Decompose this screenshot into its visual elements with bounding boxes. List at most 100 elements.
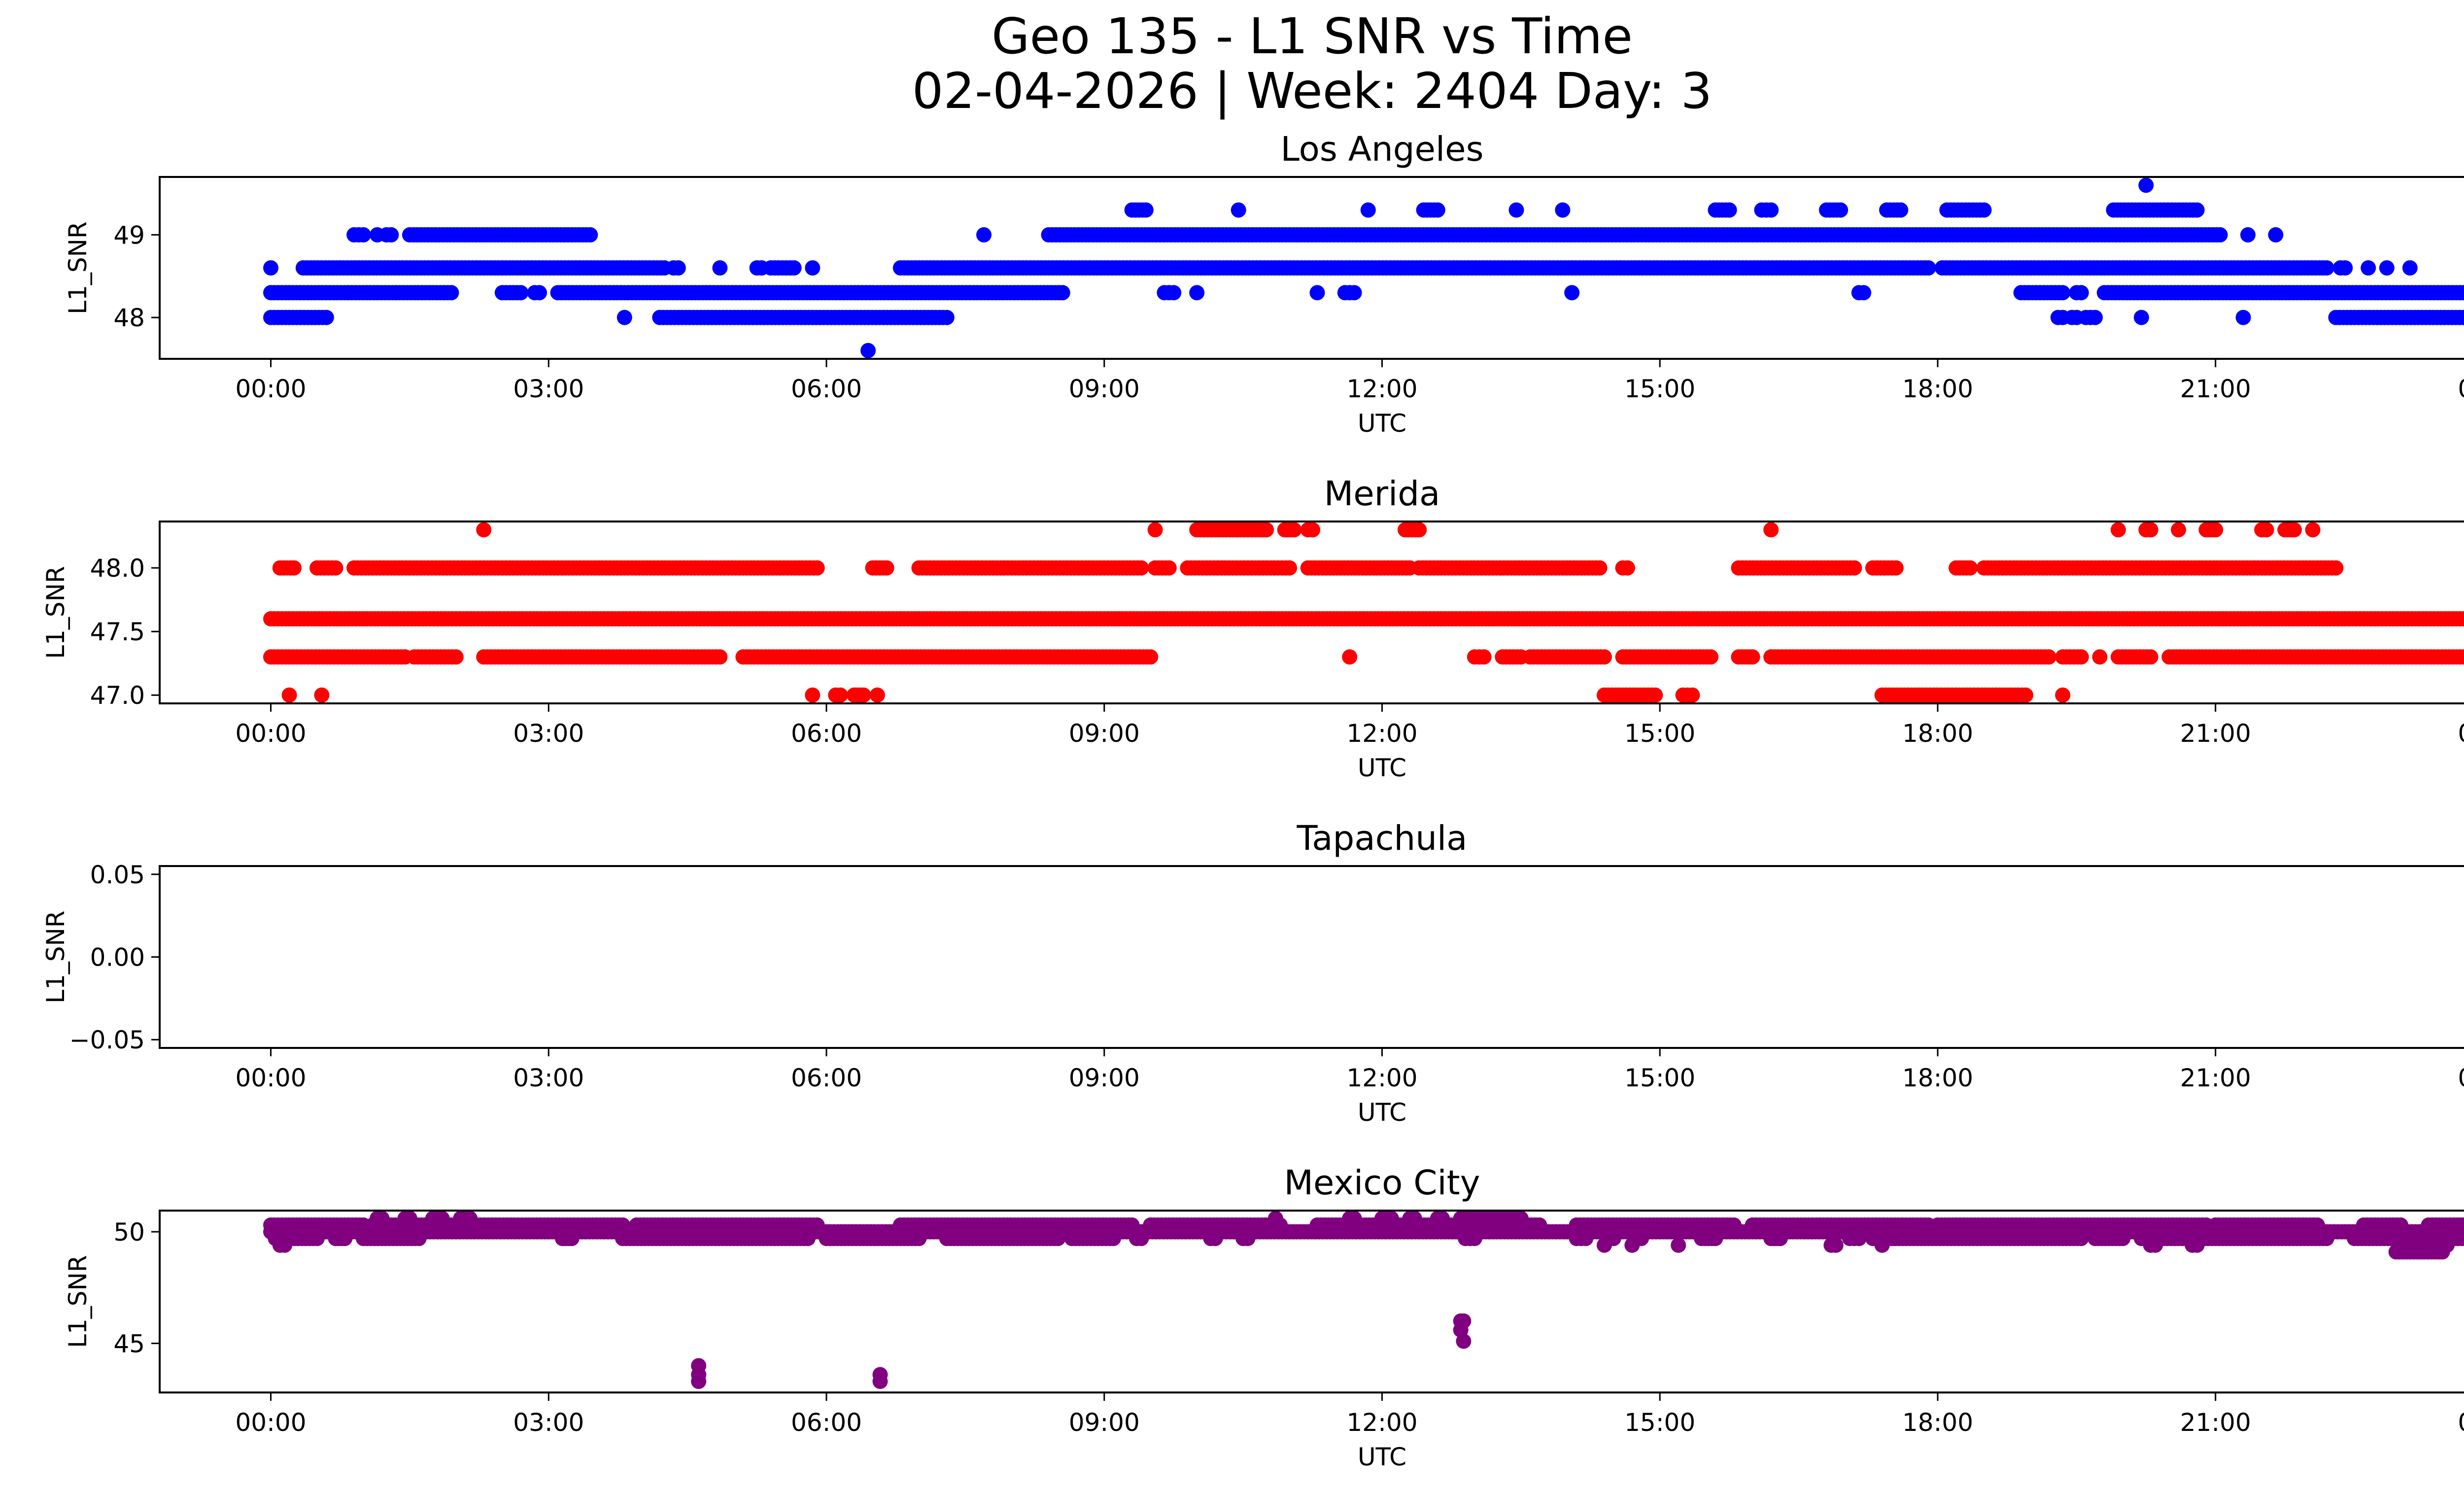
data-point bbox=[2402, 260, 2418, 276]
data-point bbox=[2460, 612, 2464, 626]
x-tick-label: 00:00 bbox=[2458, 1408, 2464, 1437]
data-point bbox=[513, 285, 529, 301]
x-tick-label: 12:00 bbox=[1346, 1064, 1417, 1092]
x-tick-label: 06:00 bbox=[791, 1064, 862, 1092]
data-point bbox=[2073, 1231, 2089, 1247]
data-point bbox=[1161, 560, 1177, 576]
y-tick-label: 50 bbox=[113, 1218, 145, 1247]
data-point bbox=[1133, 1231, 1149, 1247]
x-tick-label: 18:00 bbox=[1902, 719, 1973, 748]
data-point bbox=[1833, 202, 1848, 218]
subplot-title: Tapachula bbox=[1297, 819, 1468, 858]
data-point bbox=[2305, 522, 2321, 538]
data-point bbox=[1684, 687, 1700, 703]
data-point bbox=[1920, 260, 1936, 276]
subplot-title: Mexico City bbox=[1284, 1163, 1480, 1203]
data-point bbox=[2115, 1231, 2131, 1247]
data-point bbox=[1342, 649, 1358, 665]
data-point bbox=[712, 649, 728, 665]
y-axis-label: L1_SNR bbox=[41, 566, 70, 659]
data-point bbox=[2328, 560, 2344, 576]
x-axis-label: UTC bbox=[1358, 1443, 1406, 1471]
data-point bbox=[2092, 649, 2108, 665]
x-tick-label: 09:00 bbox=[1069, 1064, 1140, 1092]
data-point bbox=[805, 687, 821, 703]
x-axis-label: UTC bbox=[1358, 409, 1406, 438]
subplot-title: Los Angeles bbox=[1280, 130, 1483, 169]
data-point bbox=[1430, 202, 1445, 218]
data-point bbox=[1207, 1231, 1223, 1247]
data-point bbox=[1773, 1231, 1788, 1247]
data-point bbox=[2268, 227, 2284, 243]
data-point bbox=[2361, 260, 2376, 276]
data-point bbox=[448, 649, 464, 665]
x-tick-label: 12:00 bbox=[1346, 1408, 1417, 1437]
data-point bbox=[1624, 1237, 1640, 1253]
x-tick-label: 06:00 bbox=[791, 375, 862, 403]
data-point bbox=[691, 1373, 707, 1389]
data-point bbox=[1138, 202, 1154, 218]
x-tick-label: 15:00 bbox=[1624, 719, 1695, 748]
data-point bbox=[1647, 687, 1663, 703]
data-point bbox=[462, 1211, 478, 1226]
figure-subtitle: 02-04-2026 | Week: 2404 Day: 3 bbox=[912, 62, 1712, 120]
x-tick-label: 06:00 bbox=[791, 719, 862, 748]
x-tick-label: 00:00 bbox=[235, 375, 306, 403]
data-point bbox=[1055, 285, 1070, 301]
data-point bbox=[2055, 285, 2071, 301]
y-tick-label: 0.05 bbox=[90, 861, 145, 889]
data-point bbox=[1143, 649, 1159, 665]
data-point bbox=[1411, 522, 1427, 538]
data-point bbox=[1976, 202, 1992, 218]
x-tick-label: 03:00 bbox=[513, 719, 584, 748]
data-point bbox=[564, 1231, 580, 1247]
data-point bbox=[1578, 1231, 1594, 1247]
data-point bbox=[2041, 649, 2056, 665]
data-point bbox=[976, 227, 992, 243]
data-point bbox=[1828, 1237, 1844, 1253]
x-tick-label: 12:00 bbox=[1346, 375, 1417, 403]
data-point bbox=[1346, 1211, 1362, 1226]
figure-title: Geo 135 - L1 SNR vs Time bbox=[992, 7, 1633, 65]
x-tick-label: 21:00 bbox=[2180, 719, 2251, 748]
y-axis-label: L1_SNR bbox=[41, 910, 70, 1004]
data-point bbox=[1267, 1211, 1283, 1226]
data-point bbox=[2379, 260, 2395, 276]
x-tick-label: 06:00 bbox=[791, 1408, 862, 1437]
x-tick-label: 09:00 bbox=[1069, 719, 1140, 748]
data-point bbox=[832, 687, 848, 703]
data-point bbox=[1874, 1237, 1890, 1253]
data-point bbox=[1309, 285, 1325, 301]
data-point bbox=[1962, 560, 1978, 576]
data-point bbox=[1597, 1237, 1612, 1253]
data-point bbox=[860, 343, 876, 358]
data-point bbox=[1620, 560, 1635, 576]
data-point bbox=[281, 687, 297, 703]
x-tick-label: 15:00 bbox=[1624, 1064, 1695, 1092]
y-tick-label: 48 bbox=[113, 304, 145, 332]
data-point bbox=[1456, 1333, 1472, 1349]
data-point bbox=[532, 285, 547, 301]
data-point bbox=[2143, 522, 2158, 538]
data-point bbox=[1763, 522, 1779, 538]
data-point bbox=[2287, 522, 2302, 538]
data-point bbox=[1671, 1237, 1686, 1253]
x-tick-label: 12:00 bbox=[1346, 719, 1417, 748]
data-point bbox=[809, 560, 825, 576]
data-point bbox=[2110, 522, 2126, 538]
x-tick-label: 21:00 bbox=[2180, 1408, 2251, 1437]
data-point bbox=[328, 560, 343, 576]
data-point bbox=[2208, 522, 2224, 538]
x-tick-label: 18:00 bbox=[1902, 1064, 1973, 1092]
x-tick-label: 21:00 bbox=[2180, 375, 2251, 403]
data-point bbox=[1856, 285, 1872, 301]
data-point bbox=[582, 227, 598, 243]
data-points bbox=[263, 1211, 2464, 1389]
data-point bbox=[2459, 310, 2464, 325]
data-point bbox=[286, 560, 302, 576]
data-point bbox=[1383, 1211, 1399, 1226]
data-point bbox=[1106, 1231, 1121, 1247]
data-point bbox=[2337, 260, 2353, 276]
